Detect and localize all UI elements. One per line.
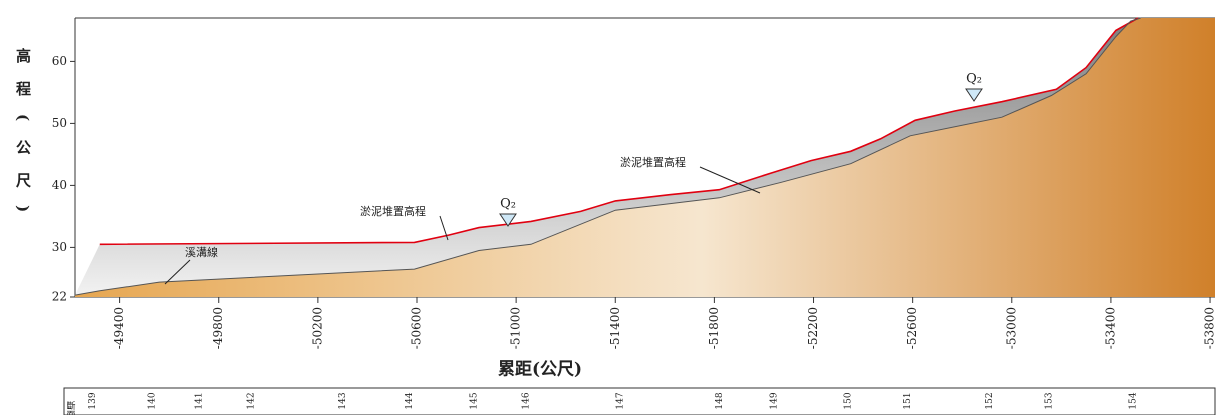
check-dam [89, 30, 95, 297]
section-label: 151 [903, 392, 913, 409]
profile-line [99, 17, 1139, 246]
section-label: 145 [470, 392, 480, 409]
x-tick-label: -51800 [707, 307, 721, 349]
check-dam [1130, 30, 1136, 297]
series-annotation: 淤泥堆置高程 [620, 155, 686, 169]
profile-line [74, 17, 1141, 296]
x-axis-label: 累距(公尺) [498, 360, 582, 380]
x-tick-label: -52200 [806, 307, 820, 349]
x-tick-label: -53000 [1004, 307, 1018, 349]
section-label: 149 [769, 392, 779, 409]
section-label: 154 [1129, 392, 1139, 409]
y-tick-label: 60 [52, 54, 67, 68]
y-axis-label: 高程(公尺) [14, 47, 32, 230]
y-tick-label: 22 [52, 290, 67, 304]
series-annotation: 淤泥堆置高程 [360, 204, 426, 218]
section-label: 142 [246, 392, 256, 409]
check-dam [471, 30, 477, 297]
check-dam [771, 30, 777, 297]
leader [699, 166, 761, 194]
water-mark [499, 213, 517, 227]
check-dam [248, 30, 254, 297]
check-dam [986, 30, 992, 297]
x-tick-label: -50600 [410, 307, 424, 349]
check-dam [340, 30, 346, 297]
x-tick-label: -53400 [1103, 307, 1117, 349]
y-tick-label: 50 [52, 116, 67, 130]
check-dam [716, 30, 722, 297]
flow-label: Q₂ [966, 72, 982, 87]
check-dam [523, 30, 529, 297]
leader [439, 215, 449, 241]
section-title: 斷面 [65, 400, 76, 415]
section-label: 152 [985, 392, 995, 409]
x-tick-label: -49800 [211, 307, 225, 349]
section-label: 147 [616, 392, 626, 409]
leader [164, 259, 191, 285]
section-label: 141 [194, 392, 204, 409]
x-tick-label: -53800 [1203, 307, 1217, 349]
series-annotation: 溪溝線 [185, 245, 218, 259]
check-dam [149, 30, 155, 297]
section-label: 150 [844, 392, 854, 409]
flow-label: Q₂ [500, 197, 516, 212]
check-dam [407, 30, 413, 297]
section-label: 144 [405, 392, 415, 409]
check-dam [1046, 30, 1052, 297]
x-tick-label: -49400 [112, 307, 126, 349]
section-label: 139 [88, 392, 98, 409]
section-label: 140 [147, 392, 157, 409]
section-label: 153 [1044, 392, 1054, 409]
x-tick-label: -51400 [608, 307, 622, 349]
x-tick-label: -51000 [509, 307, 523, 349]
section-label: 146 [522, 392, 532, 409]
x-tick-label: -50200 [310, 307, 324, 349]
y-tick-label: 40 [52, 178, 67, 192]
ground-area [75, 18, 1215, 297]
x-tick-label: -52600 [905, 307, 919, 349]
water-mark [965, 88, 983, 102]
section-label: 143 [338, 392, 348, 409]
section-label: 148 [715, 392, 725, 409]
check-dam [905, 30, 911, 297]
y-tick-label: 30 [52, 240, 67, 254]
section-strip [63, 387, 1216, 415]
